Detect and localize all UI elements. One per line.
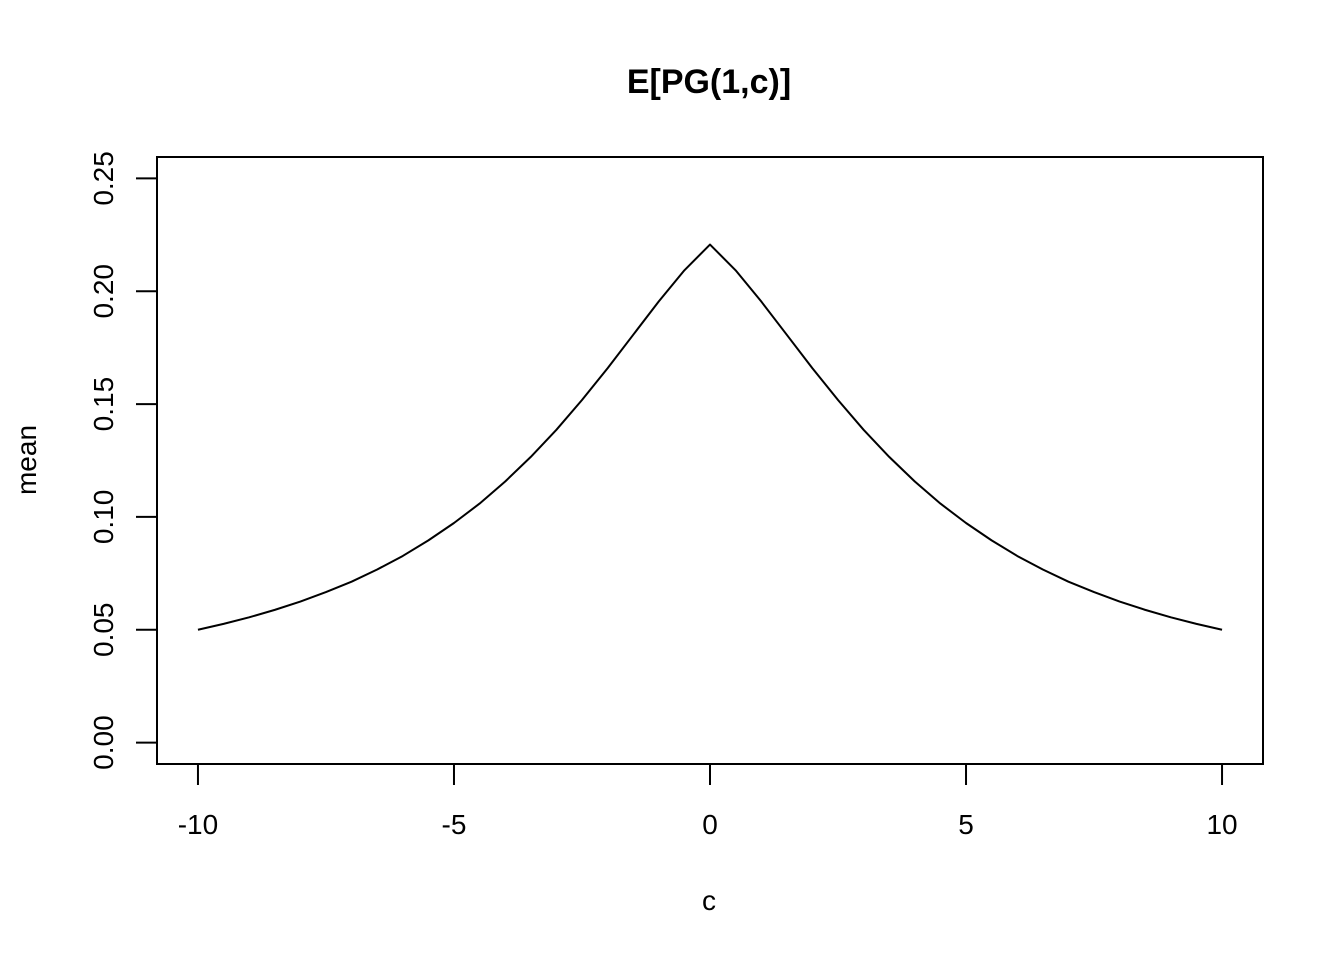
x-tick-label: 5 [958,809,974,840]
y-tick-label: 0.20 [88,264,119,319]
plot-frame [156,156,1264,765]
y-tick-label: 0.25 [88,151,119,206]
y-axis: 0.00 0.05 0.10 0.15 0.20 0.25 [88,151,158,770]
y-tick-label: 0.15 [88,377,119,432]
y-tick-label: 0.05 [88,602,119,657]
x-tick-label: 0 [702,809,718,840]
y-tick-label: 0.00 [88,715,119,770]
x-axis-label: c [702,885,716,916]
series-line [197,243,1223,631]
x-tick-label: -10 [178,809,218,840]
y-axis-label: mean [11,425,42,495]
x-axis: -10 -5 0 5 10 [178,763,1238,840]
y-tick-label: 0.10 [88,490,119,545]
series-layer [197,243,1223,631]
x-tick-label: -5 [442,809,467,840]
x-tick-label: 10 [1206,809,1237,840]
chart-title: E[PG(1,c)] [627,63,791,101]
